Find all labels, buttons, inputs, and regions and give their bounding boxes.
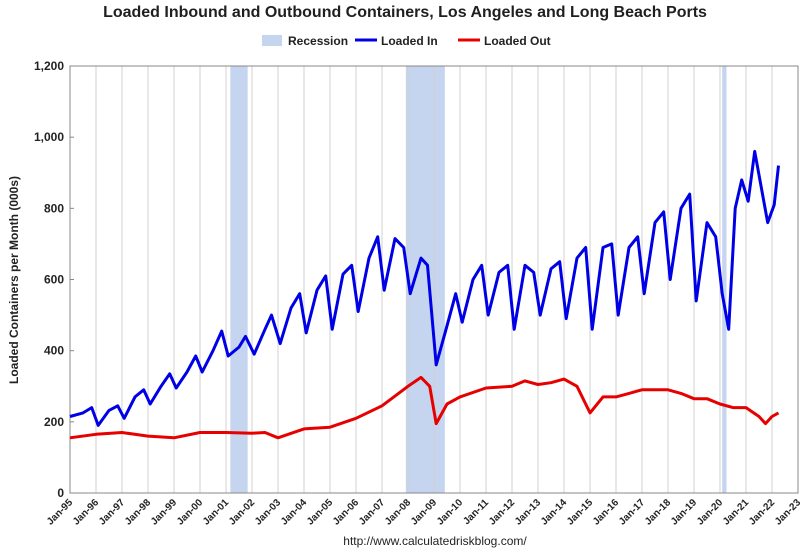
legend-recession-swatch [262,35,282,46]
recession-band-1 [230,66,248,493]
legend-loaded-out-label: Loaded Out [484,34,551,48]
chart-title: Loaded Inbound and Outbound Containers, … [103,4,707,21]
legend-loaded-in-label: Loaded In [381,34,438,48]
y-tick-label: 800 [44,201,64,215]
legend-recession-label: Recession [288,34,348,48]
source-url: http://www.calculatedriskblog.com/ [343,534,527,548]
y-tick-label: 400 [44,344,64,358]
series-line-loaded-out [69,375,780,440]
series-lines [69,149,780,440]
y-tick-label: 200 [44,415,64,429]
y-tick-label: 600 [44,273,64,287]
y-tick-label: 1,000 [34,130,64,144]
legend: Recession Loaded In Loaded Out [262,34,551,48]
y-tick-label: 0 [57,486,64,500]
recession-band-3 [722,66,727,493]
series-line-loaded-in [69,149,780,427]
y-tick-label: 1,200 [34,59,64,73]
y-axis-label: Loaded Containers per Month (000s) [7,176,21,384]
recession-band-2 [405,66,445,493]
y-axis-ticks: 0 200 400 600 800 1,000 1,200 [34,59,74,500]
